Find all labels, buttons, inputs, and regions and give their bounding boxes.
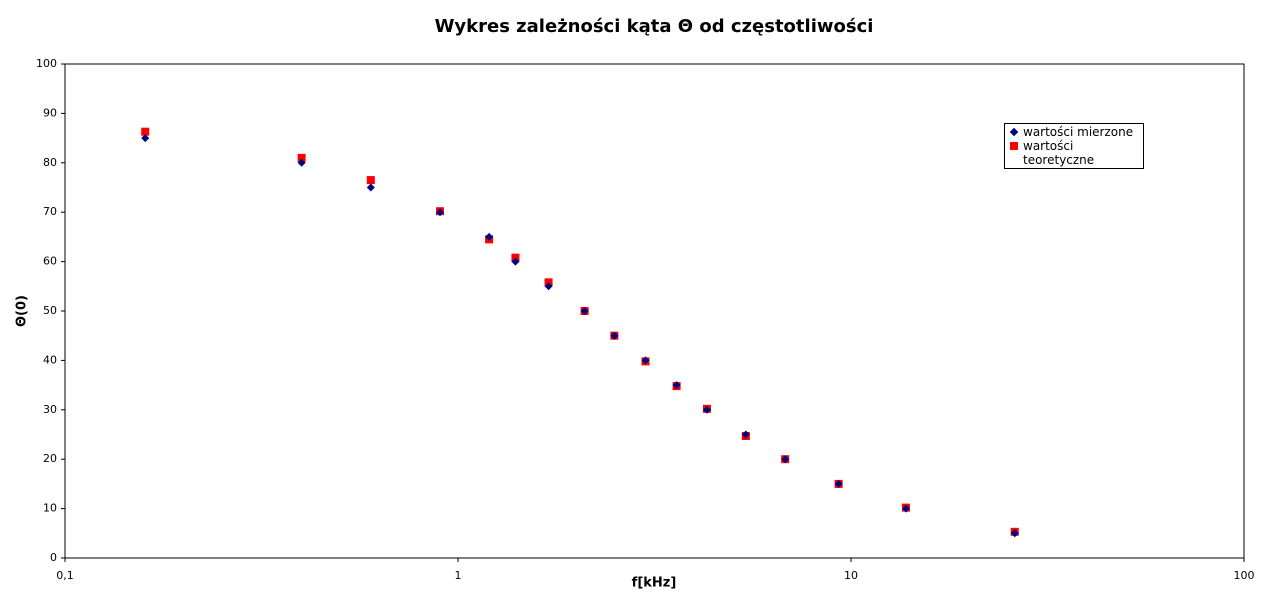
y-tick-label: 40 bbox=[43, 353, 57, 366]
y-tick-label: 100 bbox=[36, 57, 57, 70]
point bbox=[297, 158, 306, 167]
point bbox=[366, 183, 375, 192]
x-tick-label: 100 bbox=[1234, 569, 1255, 582]
y-tick-label: 60 bbox=[43, 255, 57, 268]
point bbox=[544, 282, 553, 291]
x-tick-label: 0,1 bbox=[56, 569, 74, 582]
point bbox=[834, 479, 843, 488]
point bbox=[366, 176, 375, 185]
y-tick-label: 0 bbox=[50, 551, 57, 564]
y-tick-label: 30 bbox=[43, 403, 57, 416]
point bbox=[672, 381, 681, 390]
point bbox=[436, 208, 445, 217]
point bbox=[511, 257, 520, 266]
point bbox=[702, 405, 711, 414]
y-tick-label: 20 bbox=[43, 452, 57, 465]
legend-marker bbox=[1010, 142, 1018, 150]
legend-label: wartości teoretyczne bbox=[1023, 139, 1095, 167]
point bbox=[741, 430, 750, 439]
point bbox=[610, 331, 619, 340]
legend-item: wartości mierzone bbox=[1005, 125, 1143, 139]
y-axis-label: Θ(0) bbox=[15, 295, 30, 327]
x-axis-label: f[kHz] bbox=[632, 576, 677, 591]
y-tick-label: 70 bbox=[43, 205, 57, 218]
point bbox=[580, 307, 589, 315]
y-tick-label: 50 bbox=[43, 304, 57, 317]
legend-marker bbox=[1009, 127, 1019, 137]
point bbox=[141, 134, 150, 143]
y-tick-label: 90 bbox=[43, 106, 57, 119]
point bbox=[641, 356, 650, 365]
legend: wartości mierzone wartości teoretyczne bbox=[1004, 123, 1144, 169]
legend-item: wartości teoretyczne bbox=[1005, 139, 1143, 167]
y-tick-label: 10 bbox=[43, 502, 57, 515]
point bbox=[1010, 529, 1019, 538]
x-tick-label: 10 bbox=[844, 569, 858, 582]
point bbox=[485, 232, 494, 241]
legend-label: wartości mierzone bbox=[1023, 125, 1134, 139]
point bbox=[141, 127, 150, 136]
y-tick-label: 80 bbox=[43, 156, 57, 169]
x-tick-label: 1 bbox=[455, 569, 462, 582]
point bbox=[781, 455, 790, 464]
point bbox=[901, 504, 910, 513]
point bbox=[297, 153, 306, 162]
chart-title: Wykres zależności kąta Θ od częstotliwoś… bbox=[435, 16, 874, 37]
